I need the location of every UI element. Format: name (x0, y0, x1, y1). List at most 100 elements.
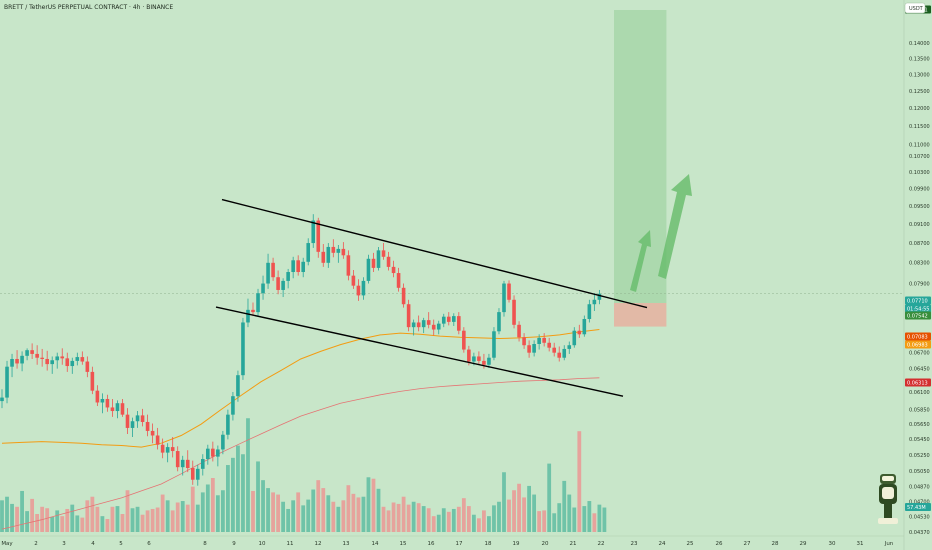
candle-body (190, 468, 195, 480)
volume-bar (471, 514, 476, 532)
volume-bar (80, 517, 85, 532)
volume-bar (200, 492, 205, 532)
candle-body (75, 357, 80, 361)
price-tick-label: 0.09500 (909, 204, 930, 210)
candle-body (311, 220, 316, 244)
volume-bar (351, 493, 356, 532)
candle-body (562, 348, 567, 358)
candle-body (30, 350, 34, 354)
candle-body (446, 316, 451, 322)
time-tick-label: 20 (542, 541, 549, 547)
price-tick-label: 0.09100 (909, 222, 930, 228)
candle-body (497, 312, 501, 332)
volume-bar (326, 495, 331, 532)
volume-bar (487, 516, 491, 532)
volume-bar (572, 507, 577, 532)
price-tick-label: 0.06100 (909, 390, 930, 396)
candle-body (577, 330, 582, 335)
volume-bar (522, 497, 526, 532)
volume-bar (236, 445, 240, 532)
candle-body (527, 345, 531, 353)
volume-bar (346, 485, 351, 532)
price-tick-label: 0.10700 (909, 154, 930, 160)
volume-bar (411, 501, 416, 532)
price-tick-label: 0.05450 (909, 437, 930, 443)
candle-body (35, 353, 39, 358)
volume-bar (602, 507, 607, 532)
candle-body (502, 283, 506, 313)
price-badge (905, 296, 931, 305)
candle-body (376, 250, 381, 268)
price-badge (905, 304, 931, 313)
volume-bar (441, 508, 446, 532)
volume-bar (492, 505, 496, 532)
volume-bar (577, 431, 582, 532)
volume-bar (311, 489, 316, 532)
volume-bar (190, 486, 195, 532)
candle-body (462, 330, 466, 350)
volume-bar (296, 492, 301, 532)
candle-body (201, 459, 205, 469)
candle-body (517, 324, 521, 338)
projection-arrow-large (658, 174, 692, 279)
candle-body (45, 358, 49, 365)
volume-bar (50, 516, 55, 532)
volume-bar (120, 514, 125, 532)
volume-bar (281, 501, 286, 532)
time-tick-label: May (1, 541, 13, 547)
price-badge (905, 378, 931, 387)
candle-body (165, 447, 170, 453)
candle-body (286, 272, 290, 281)
candle-body (472, 356, 476, 362)
volume-bar (231, 457, 235, 532)
candle-body (467, 349, 471, 362)
volume-bar (406, 504, 411, 532)
time-tick-label: 29 (800, 541, 807, 547)
volume-bar (115, 506, 120, 532)
candle-body (246, 309, 250, 323)
time-tick-label: 17 (456, 541, 463, 547)
volume-bar (341, 500, 346, 532)
volume-bar (306, 499, 311, 532)
volume-bar (301, 505, 306, 532)
price-tick-label: 0.05250 (909, 453, 930, 459)
candle-body (477, 356, 481, 361)
candle-body (110, 407, 115, 412)
volume-bar (160, 494, 165, 532)
candle-body (532, 343, 536, 353)
price-tick-label: 0.07900 (909, 281, 930, 287)
time-tick-label: 22 (598, 541, 605, 547)
candle-body (411, 322, 416, 328)
volume-bar (226, 465, 230, 532)
candle-body (65, 358, 70, 367)
candle-body (346, 255, 351, 276)
time-tick-label: 9 (232, 541, 236, 547)
time-tick-label: 28 (772, 541, 779, 547)
volume-bar (90, 496, 95, 532)
volume-bar (431, 516, 436, 532)
volume-bar (215, 495, 220, 532)
time-tick-label: 19 (513, 541, 520, 547)
volume-bar (286, 508, 291, 532)
price-tick-label: 0.11500 (909, 124, 930, 130)
volume-bar (271, 492, 275, 532)
price-badge (905, 332, 931, 341)
candle-body (487, 357, 491, 365)
volume-bar (0, 500, 4, 532)
candle-body (597, 293, 602, 300)
currency-button[interactable] (904, 2, 926, 14)
candle-body (557, 352, 562, 358)
candle-body (160, 444, 165, 453)
volume-bar (542, 510, 547, 532)
time-tick-label: 8 (203, 541, 207, 547)
ma-slow-line (1, 377, 600, 530)
volume-bar (567, 494, 572, 532)
candle-body (155, 435, 160, 445)
time-tick-label: 31 (857, 541, 864, 547)
time-tick-label: 21 (570, 541, 577, 547)
price-tick-label: 0.08300 (909, 261, 930, 267)
volume-bar (276, 494, 280, 532)
price-tick-label: 0.04870 (909, 484, 930, 490)
volume-bar (552, 513, 557, 532)
